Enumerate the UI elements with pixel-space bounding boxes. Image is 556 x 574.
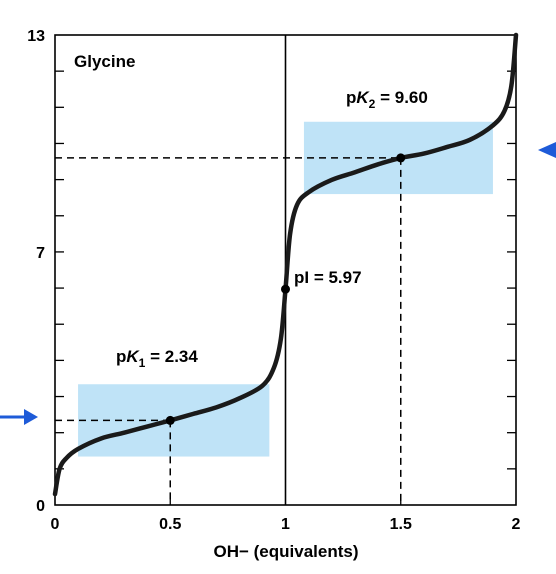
pi-label-background (290, 266, 398, 288)
pk1-label: pK1 = 2.34 (116, 347, 198, 370)
x-tick-label: 1.5 (390, 516, 412, 533)
data-point-3 (396, 153, 406, 163)
left-arrow-icon (0, 409, 38, 425)
y-tick-label: 0 (36, 498, 45, 515)
x-tick-label: 2 (512, 516, 521, 533)
guide-lines (55, 157, 402, 505)
data-point-2 (281, 284, 290, 294)
y-tick-label: 13 (27, 28, 45, 45)
tick-labels: 0 0.5 1 1.5 2 0 7 13 (27, 28, 520, 533)
data-point-1 (165, 415, 175, 425)
right-arrow-icon (538, 142, 556, 158)
x-tick-label: 0.5 (159, 516, 181, 533)
pi-label: pI = 5.97 (294, 268, 362, 287)
x-axis-label: OH− (equivalents) (213, 542, 358, 561)
y-tick-label: 7 (36, 245, 45, 262)
data-points (165, 153, 406, 425)
pk2-label: pK2 = 9.60 (346, 88, 428, 111)
x-tick-label: 1 (281, 516, 290, 533)
chart-title: Glycine (74, 52, 135, 71)
x-tick-label: 0 (51, 516, 60, 533)
